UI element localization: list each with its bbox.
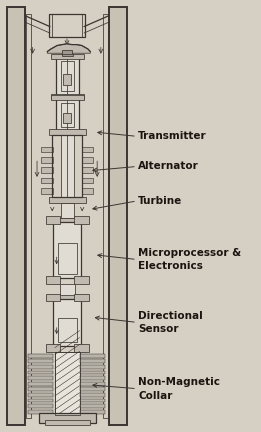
Bar (62, 50, 72, 54)
Text: Alternator: Alternator (138, 162, 199, 172)
Bar (80, 404, 105, 408)
Bar (51, 94, 84, 99)
Text: Electronics: Electronics (138, 261, 203, 271)
Bar (63, 113, 72, 124)
Bar (28, 382, 54, 386)
Bar (28, 376, 54, 380)
Bar (52, 135, 82, 197)
Bar (61, 203, 74, 218)
Bar (80, 410, 105, 414)
Bar (80, 365, 105, 369)
Bar (51, 130, 84, 135)
Bar (46, 344, 60, 352)
Bar (80, 359, 105, 363)
Bar (61, 135, 74, 197)
Bar (28, 404, 54, 408)
Bar (28, 354, 54, 358)
Bar (103, 14, 108, 418)
Text: Turbine: Turbine (138, 196, 182, 206)
Bar (49, 129, 86, 135)
Bar (55, 352, 80, 415)
Bar (39, 413, 96, 422)
Bar (62, 54, 73, 56)
Bar (80, 393, 105, 397)
Bar (82, 157, 93, 162)
Bar (82, 188, 93, 194)
Bar (28, 410, 54, 414)
Bar (82, 178, 93, 183)
Bar (51, 218, 84, 222)
Bar (41, 157, 53, 162)
Bar (82, 167, 93, 173)
Bar (51, 54, 84, 59)
Bar (41, 188, 53, 194)
Bar (51, 295, 84, 299)
Bar (56, 99, 79, 131)
Bar (41, 147, 53, 152)
Bar (60, 283, 75, 295)
Bar (61, 103, 74, 127)
Bar (28, 365, 54, 369)
Bar (28, 359, 54, 363)
Bar (51, 95, 84, 100)
Bar (58, 318, 77, 342)
Bar (80, 388, 105, 391)
Bar (80, 382, 105, 386)
Bar (28, 388, 54, 391)
Bar (63, 74, 72, 85)
Bar (58, 243, 77, 274)
Bar (46, 216, 60, 224)
Bar (80, 376, 105, 380)
Bar (45, 419, 90, 425)
Bar (28, 393, 54, 397)
Polygon shape (47, 44, 90, 53)
Bar (74, 216, 88, 224)
Bar (80, 371, 105, 375)
Text: Sensor: Sensor (138, 324, 179, 334)
Bar (49, 197, 86, 203)
Bar (46, 293, 60, 301)
Text: Microprocessor &: Microprocessor & (138, 248, 241, 257)
Bar (74, 344, 88, 352)
Bar (54, 222, 81, 278)
Bar (49, 14, 85, 37)
Bar (80, 399, 105, 403)
Bar (7, 7, 25, 425)
Bar (41, 167, 53, 173)
Text: Directional: Directional (138, 311, 203, 321)
Text: Non-Magnetic: Non-Magnetic (138, 377, 220, 387)
Bar (26, 14, 31, 418)
Bar (41, 178, 53, 183)
Text: Collar: Collar (138, 391, 173, 400)
Text: Transmitter: Transmitter (138, 131, 207, 141)
Bar (61, 61, 74, 91)
Bar (109, 7, 127, 425)
Bar (28, 399, 54, 403)
Bar (55, 352, 80, 415)
Bar (82, 147, 93, 152)
Bar (54, 299, 81, 346)
Bar (74, 276, 88, 283)
Bar (74, 293, 88, 301)
Bar (80, 354, 105, 358)
Bar (46, 276, 60, 283)
Bar (28, 371, 54, 375)
Bar (56, 57, 79, 95)
